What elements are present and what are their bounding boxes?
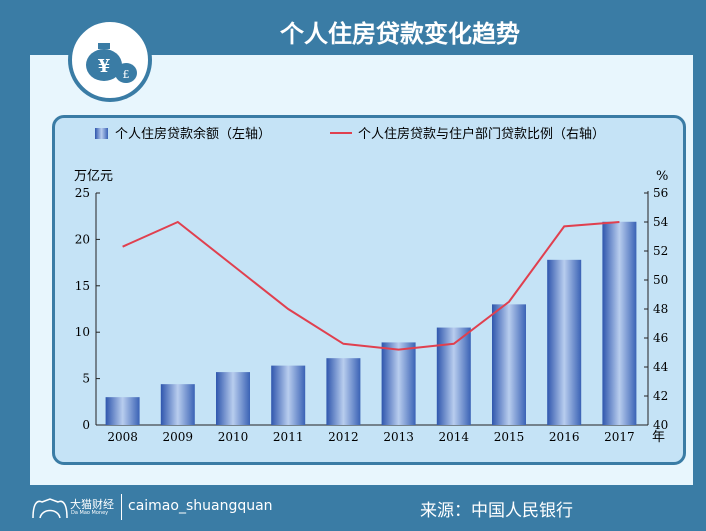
y-tick-label: 25 [75, 186, 90, 200]
y-tick-label: 20 [75, 232, 90, 246]
y-tick-label: 5 [82, 372, 90, 386]
money-bag-icon: ¥ £ [68, 18, 152, 102]
x-tick-label: 2014 [439, 430, 470, 444]
legend-bar-label: 个人住房贷款余额（左轴） [115, 126, 271, 142]
x-tick-label: 2017 [604, 430, 635, 444]
y2-tick-label: 44 [653, 360, 669, 374]
ratio-line [122, 220, 620, 351]
y2-axis-label: % [656, 169, 668, 184]
y2-tick-label: 46 [653, 331, 668, 345]
source: 来源：中国人民银行 [420, 501, 573, 521]
bar-2016 [547, 259, 582, 425]
bar-2013 [381, 342, 416, 425]
divider [121, 494, 122, 520]
footer: 大猫财经 Da Mao Money caimao_shuangquan 来源：中… [0, 488, 706, 531]
bar-2017 [602, 221, 637, 425]
x-axis-label: 年 [652, 430, 665, 445]
bar-2009 [160, 384, 195, 425]
y-tick-label: 15 [75, 279, 90, 293]
y2-tick-label: 50 [653, 273, 668, 287]
x-tick-label: 2013 [383, 430, 414, 444]
y2-tick-label: 48 [653, 302, 668, 316]
bar-2011 [271, 365, 306, 425]
x-tick-label: 2009 [163, 430, 194, 444]
y2-tick-label: 56 [653, 186, 668, 200]
y2-tick-label: 54 [653, 215, 669, 229]
x-tick-label: 2016 [549, 430, 580, 444]
y-tick-label: 0 [82, 418, 90, 432]
brand-name: 大猫财经 [70, 498, 114, 511]
x-tick-label: 2015 [494, 430, 525, 444]
x-tick-label: 2012 [328, 430, 359, 444]
bar-2010 [216, 372, 250, 425]
svg-text:¥: ¥ [98, 56, 111, 77]
x-tick-label: 2010 [218, 430, 249, 444]
y-tick-label: 10 [75, 325, 90, 339]
svg-text:£: £ [123, 68, 130, 81]
handle: caimao_shuangquan [128, 498, 273, 514]
y2-tick-label: 40 [653, 418, 668, 432]
legend-line-label: 个人住房贷款与住户部门贷款比例（右轴） [358, 126, 605, 142]
bar-2012 [326, 358, 361, 425]
y2-tick-label: 42 [653, 389, 668, 403]
bar-2014 [436, 327, 471, 425]
y2-tick-label: 52 [653, 244, 668, 258]
page-title: 个人住房贷款变化趋势 [280, 20, 520, 48]
y-axis-label: 万亿元 [74, 169, 113, 184]
cat-logo-icon [32, 498, 68, 519]
brand-en: Da Mao Money [71, 510, 109, 516]
x-tick-label: 2008 [107, 430, 138, 444]
x-tick-label: 2011 [273, 430, 304, 444]
bar-2008 [105, 397, 140, 425]
legend-bar-swatch [95, 128, 108, 139]
bar-2015 [492, 304, 526, 425]
